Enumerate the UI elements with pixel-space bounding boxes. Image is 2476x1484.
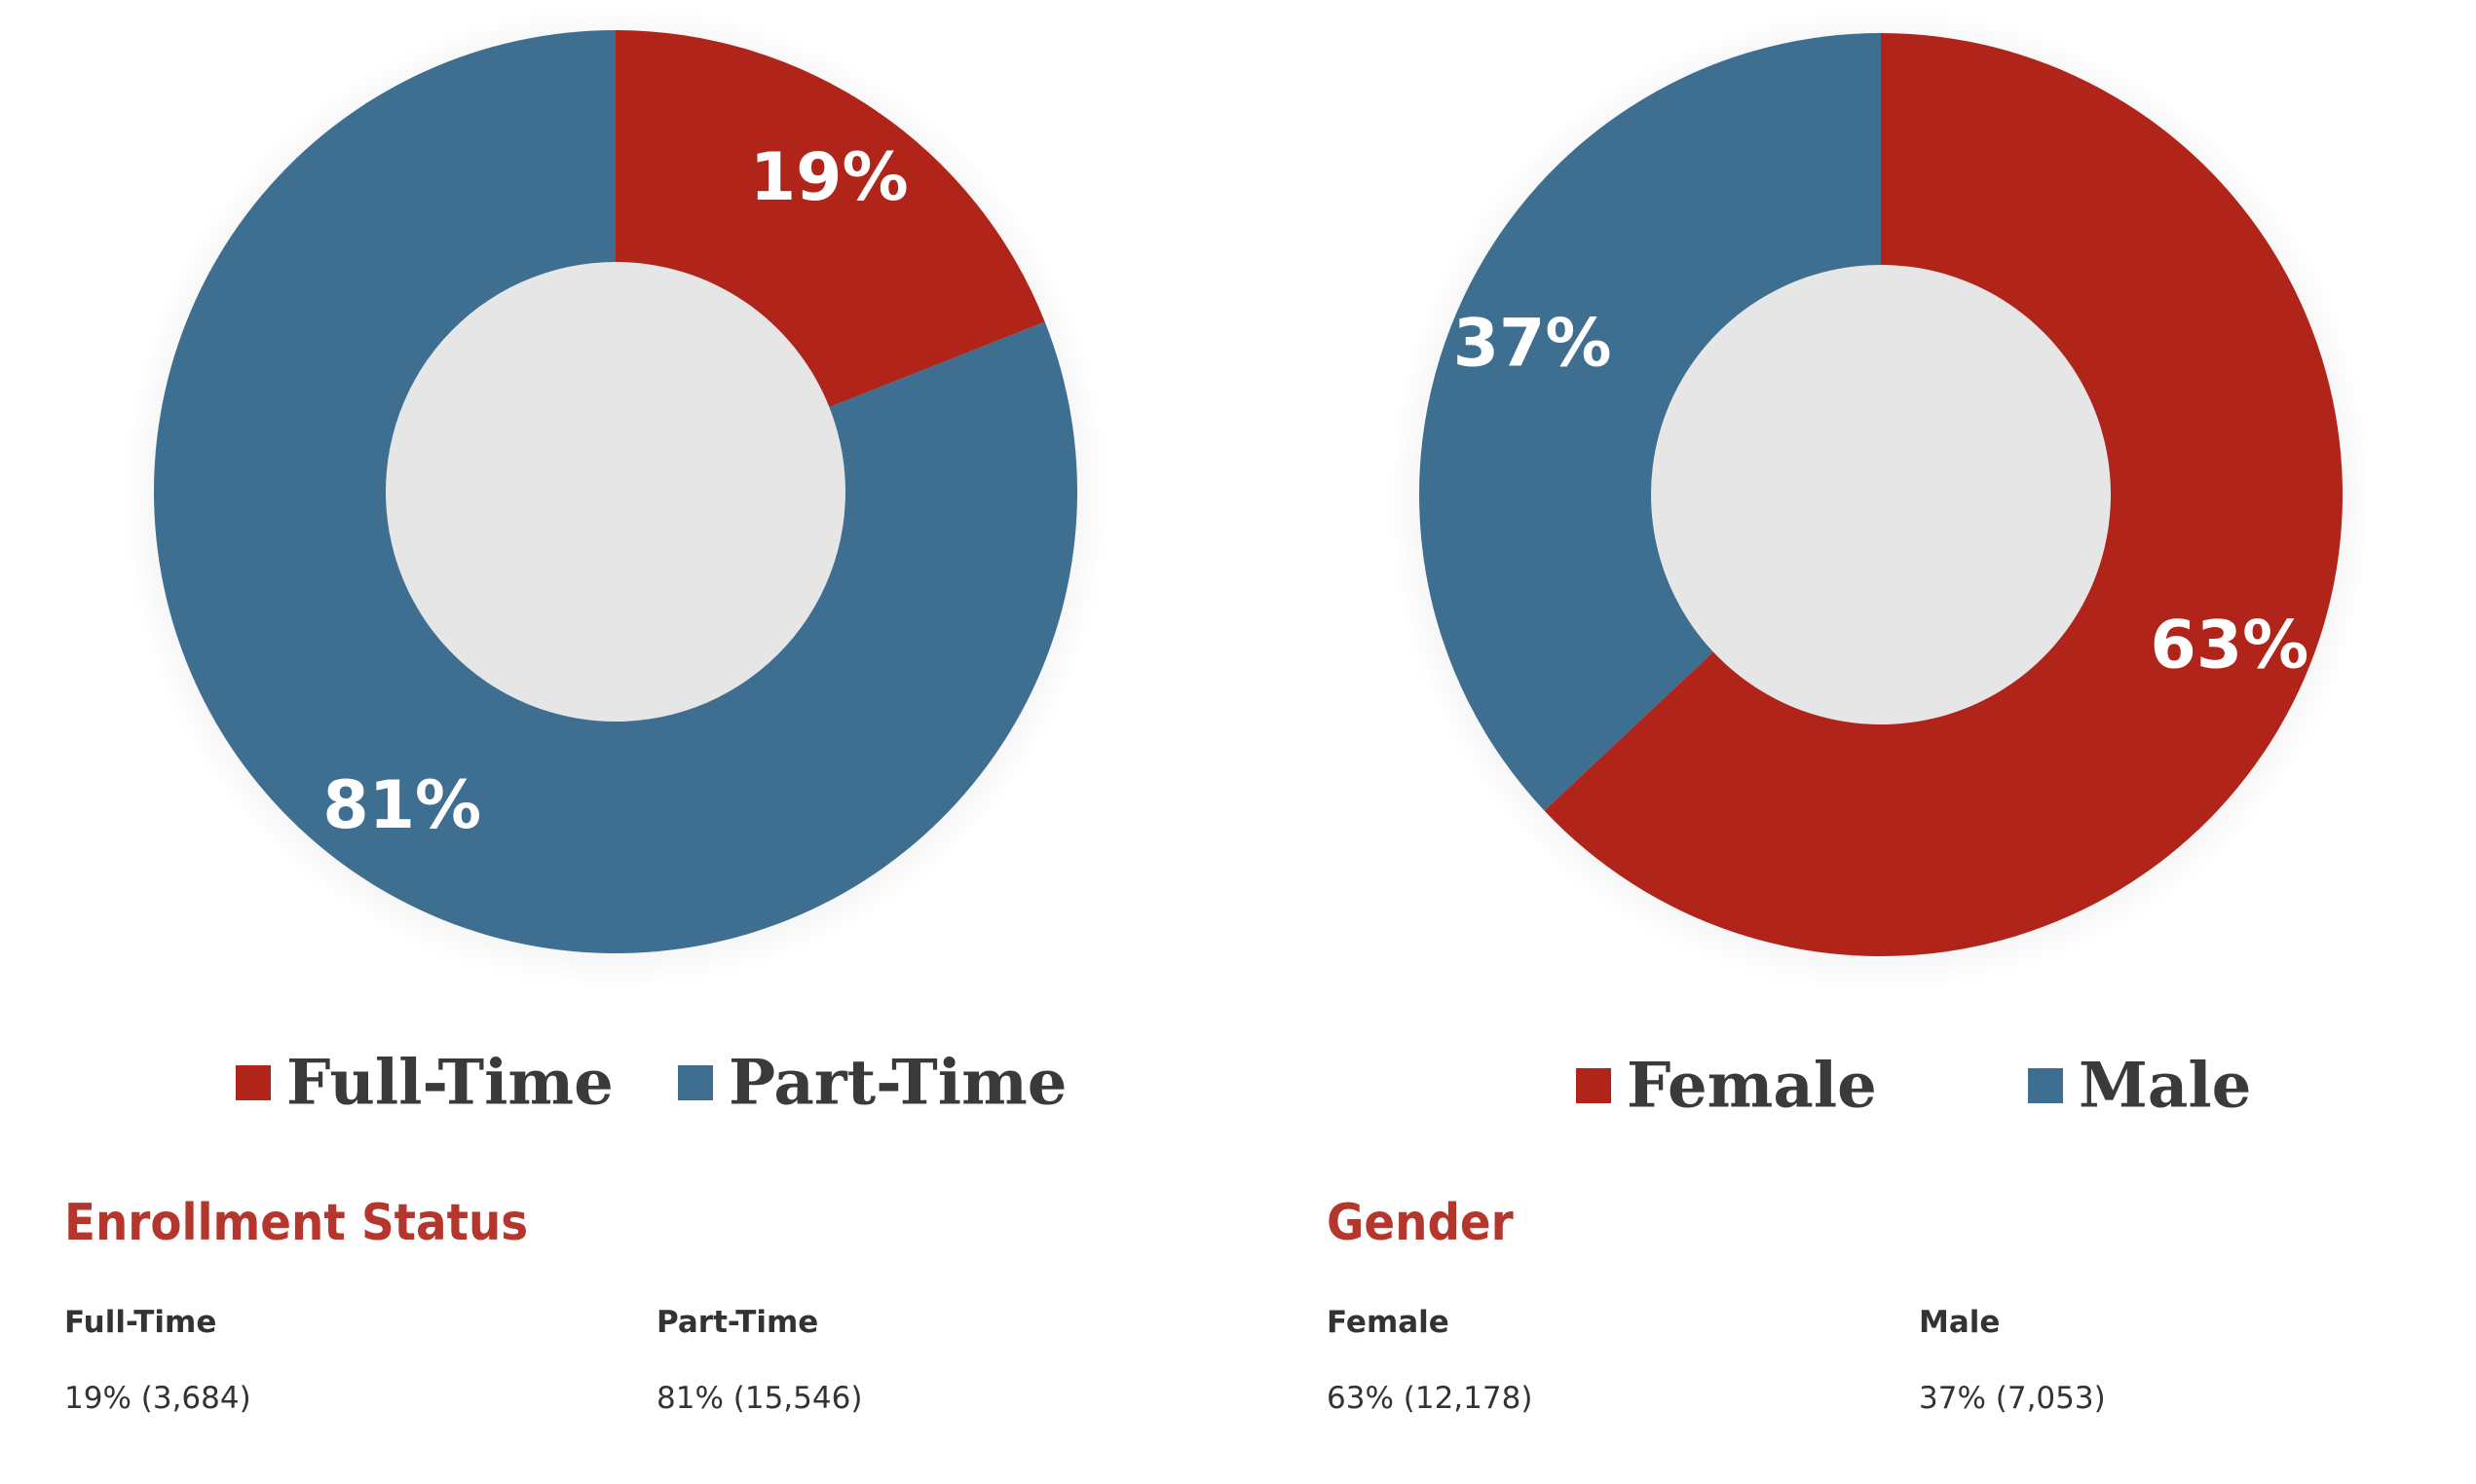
enrollment-stat-full-time: Full-Time 19% (3,684) xyxy=(64,1303,610,1418)
enrollment-donut-chart: 19% 81% Full-Time Part-Time xyxy=(123,3,1108,1120)
male-value: 37% (7,053) xyxy=(1919,1381,2106,1416)
gender-stat-male: Male 37% (7,053) xyxy=(1919,1303,2464,1418)
male-label: Male xyxy=(1919,1305,2001,1340)
legend-swatch-male xyxy=(2028,1068,2063,1103)
female-value: 63% (12,178) xyxy=(1327,1381,1533,1416)
donut-charts: 19% 81% Full-Time Part-Time 63% 37% Female Mal… xyxy=(123,3,2374,1123)
full-time-value: 19% (3,684) xyxy=(64,1381,251,1416)
donut-slice-full-time xyxy=(616,30,1045,408)
data-label-female: 63% xyxy=(2151,607,2309,684)
full-time-label: Full-Time xyxy=(64,1305,217,1340)
enrollment-stat-part-time: Part-Time 81% (15,546) xyxy=(657,1303,1202,1418)
female-label: Female xyxy=(1327,1305,1449,1340)
legend-label-part-time: Part-Time xyxy=(729,1047,1068,1120)
data-label-full-time: 19% xyxy=(750,139,909,216)
enrollment-status-title: Enrollment Status xyxy=(64,1194,529,1252)
gender-stat-female: Female 63% (12,178) xyxy=(1327,1303,1872,1418)
gender-donut-chart: 63% 37% Female Male xyxy=(1388,6,2374,1123)
data-label-part-time: 81% xyxy=(322,767,481,844)
legend-label-full-time: Full-Time xyxy=(286,1047,614,1120)
legend-swatch-full-time xyxy=(236,1065,271,1100)
donut-slice-part-time xyxy=(154,30,1078,954)
gender-title: Gender xyxy=(1327,1194,1514,1252)
part-time-value: 81% (15,546) xyxy=(657,1381,863,1416)
legend-swatch-part-time xyxy=(678,1065,713,1100)
legend-label-male: Male xyxy=(2079,1050,2251,1123)
legend-label-female: Female xyxy=(1627,1050,1877,1123)
donut-slice-female xyxy=(1544,33,2343,957)
legend-swatch-female xyxy=(1576,1068,1611,1103)
data-label-male: 37% xyxy=(1453,306,1612,383)
donut-slice-male xyxy=(1418,33,1881,811)
part-time-label: Part-Time xyxy=(657,1305,819,1340)
